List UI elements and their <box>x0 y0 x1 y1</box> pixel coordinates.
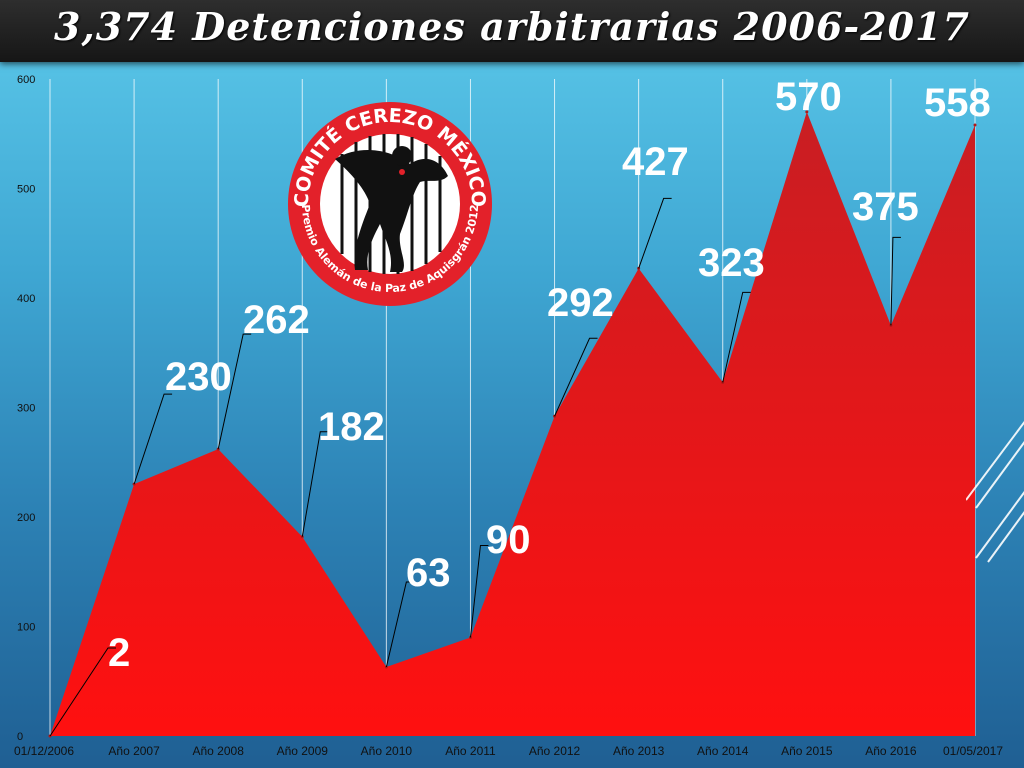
x-tick-label: Año 2007 <box>108 744 160 758</box>
data-label: 570 <box>775 75 842 119</box>
logo-heart <box>399 169 405 175</box>
label-leader-line <box>722 291 751 383</box>
data-label: 2 <box>108 631 130 675</box>
decorative-chevrons <box>966 421 1024 563</box>
data-label: 182 <box>318 405 385 449</box>
data-label: 262 <box>243 298 310 342</box>
label-leader-line <box>133 393 173 485</box>
label-leader-line <box>217 333 252 450</box>
y-axis: 0 100 200 300 400 500 600 <box>17 74 35 743</box>
logo-head <box>392 146 412 166</box>
area-fill <box>50 111 975 737</box>
label-leaders <box>49 197 901 737</box>
label-leader-line <box>469 544 489 638</box>
label-leader-line <box>385 581 415 668</box>
x-tick-label: Año 2010 <box>361 744 413 758</box>
y-tick-label: 0 <box>17 731 23 743</box>
title-bar: 3,374 Detenciones arbitrarias 2006-2017 <box>0 0 1024 62</box>
y-tick-label: 400 <box>17 293 35 305</box>
data-point <box>973 123 977 127</box>
x-tick-label: Año 2009 <box>277 744 329 758</box>
y-tick-label: 200 <box>17 512 35 524</box>
label-leader-line <box>301 431 329 537</box>
y-tick-label: 300 <box>17 403 35 415</box>
y-tick-label: 100 <box>17 622 35 634</box>
x-tick-label: 01/05/2017 <box>943 744 1003 758</box>
series-area <box>48 110 977 738</box>
chart-title: 3,374 Detenciones arbitrarias 2006-2017 <box>54 4 970 49</box>
data-label: 375 <box>852 185 919 229</box>
data-label: 558 <box>924 81 991 125</box>
data-label: 90 <box>486 518 531 562</box>
data-label: 63 <box>406 551 451 595</box>
x-tick-label: Año 2014 <box>697 744 749 758</box>
data-label: 230 <box>165 355 232 399</box>
label-leader-line <box>49 647 116 737</box>
x-tick-label: Año 2008 <box>192 744 244 758</box>
x-axis: 01/12/2006 Año 2007 Año 2008 Año 2009 Año 20… <box>14 744 1003 758</box>
y-tick-label: 500 <box>17 184 35 196</box>
x-tick-label: Año 2013 <box>613 744 665 758</box>
logo-figure <box>335 149 448 272</box>
comite-cerezo-logo: COMITÉ CEREZO MÉXICO Premio Alemán de la… <box>288 102 492 306</box>
data-label: 292 <box>547 281 614 325</box>
x-tick-label: Año 2011 <box>445 744 496 758</box>
x-tick-label: Año 2012 <box>529 744 581 758</box>
x-tick-label: 01/12/2006 <box>14 744 74 758</box>
label-leader-line <box>890 236 901 326</box>
data-label: 427 <box>622 140 689 184</box>
data-label: 323 <box>698 241 765 285</box>
label-leader-line <box>554 337 598 417</box>
x-tick-label: Año 2016 <box>865 744 917 758</box>
data-point <box>805 110 809 114</box>
x-tick-label: Año 2015 <box>781 744 833 758</box>
y-tick-label: 600 <box>17 74 35 86</box>
label-leader-line <box>638 197 672 269</box>
